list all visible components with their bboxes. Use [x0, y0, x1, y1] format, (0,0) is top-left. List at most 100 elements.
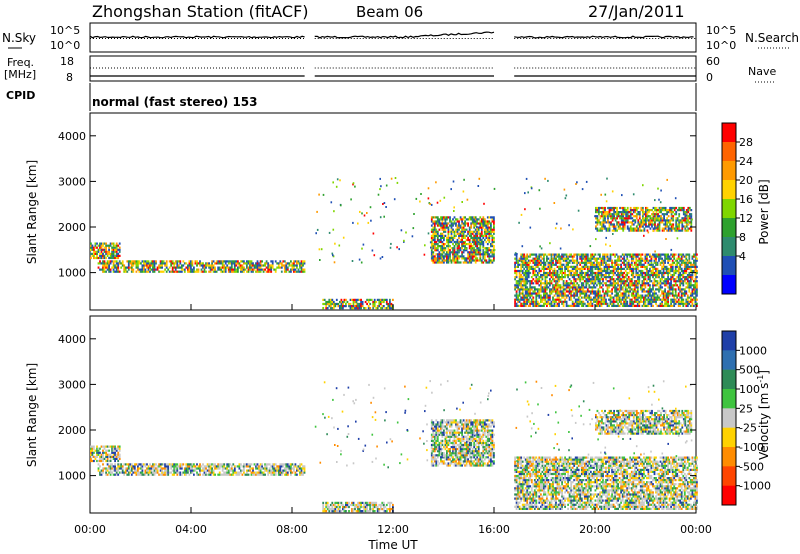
echo-cell: [609, 300, 612, 303]
echo-cell: [686, 267, 689, 270]
echo-cell: [627, 286, 630, 289]
echo-cell: [611, 284, 613, 287]
echo-cell-sparse: [316, 210, 318, 213]
echo-cell: [438, 257, 441, 260]
echo-cell: [653, 261, 656, 264]
echo-cell: [176, 471, 179, 474]
echo-cell: [635, 298, 638, 301]
echo-cell: [464, 249, 466, 252]
echo-cell: [514, 304, 516, 307]
echo-cell: [559, 259, 562, 262]
echo-cell: [615, 274, 618, 277]
echo-cell: [354, 298, 356, 301]
echo-cell: [552, 259, 554, 262]
echo-cell: [120, 262, 123, 265]
echo-cell-sparse: [605, 236, 607, 239]
echo-cell: [526, 267, 529, 270]
echo-cell: [619, 206, 621, 210]
echo-cell: [665, 280, 668, 283]
echo-cell: [202, 264, 204, 267]
echo-cell: [115, 256, 118, 260]
echo-cell: [631, 229, 634, 232]
echo-cell: [614, 219, 617, 222]
echo-cell: [137, 471, 139, 474]
echo-cell: [579, 269, 582, 273]
echo-cell: [643, 280, 645, 283]
echo-cell: [645, 219, 647, 222]
echo-cell: [553, 255, 556, 258]
echo-cell: [155, 471, 157, 474]
echo-cell: [482, 240, 485, 244]
echo-cell: [540, 274, 542, 277]
echo-cell: [577, 276, 580, 279]
echo-cell: [135, 266, 138, 269]
echo-cell: [638, 282, 641, 285]
echo-cell: [117, 264, 120, 267]
echo-cell: [253, 268, 256, 271]
echo-cell: [627, 267, 630, 270]
echo-cell: [165, 473, 168, 476]
echo-cell: [656, 284, 659, 287]
echo-cell: [515, 269, 518, 273]
echo-cell: [473, 230, 476, 233]
echo-cell: [556, 296, 559, 299]
echo-cell: [117, 256, 120, 260]
echo-cell: [174, 467, 177, 470]
echo-cell: [452, 236, 454, 239]
echo-cell: [237, 266, 239, 269]
echo-cell: [669, 221, 671, 224]
echo-cell: [665, 296, 668, 299]
echo-cell: [247, 268, 250, 271]
echo-cell: [664, 302, 666, 305]
echo-cell: [691, 257, 694, 260]
echo-cell: [571, 255, 574, 258]
echo-cell: [547, 263, 550, 266]
echo-cell: [616, 229, 618, 232]
echo-cell: [646, 255, 648, 258]
echo-cell: [535, 253, 538, 256]
echo-cell: [686, 282, 689, 285]
echo-cell: [115, 467, 118, 470]
echo-cell: [259, 266, 262, 269]
echo-cell: [570, 265, 573, 268]
echo-cell: [673, 274, 676, 277]
echo-cell: [170, 264, 173, 267]
echo-cell: [162, 260, 165, 263]
echo-cell: [436, 222, 439, 225]
echo-cell: [491, 240, 494, 244]
echo-cell: [168, 463, 171, 466]
echo-cell: [691, 290, 694, 293]
echo-cell: [668, 290, 671, 293]
echo-cell: [527, 271, 530, 275]
echo-cell: [685, 267, 688, 270]
echo-cell: [473, 238, 476, 242]
echo-cell: [618, 257, 621, 260]
echo-cell: [612, 274, 615, 277]
echo-cell: [221, 264, 224, 267]
echo-cell: [129, 262, 132, 265]
echo-cell: [255, 266, 257, 269]
echo-cell: [591, 302, 594, 305]
echo-cell: [546, 257, 548, 260]
echo-cell-sparse: [568, 224, 570, 227]
echo-cell: [608, 284, 610, 287]
echo-cell: [564, 257, 566, 260]
echo-cell: [639, 288, 642, 291]
echo-cell: [127, 266, 130, 269]
echo-cell: [477, 236, 480, 239]
echo-cell: [576, 304, 579, 307]
echo-cell: [556, 253, 559, 256]
echo-cell: [577, 261, 580, 264]
echo-cell: [624, 286, 627, 289]
echo-cell: [164, 262, 166, 265]
echo-cell: [468, 218, 471, 221]
echo-cell: [211, 262, 213, 265]
echo-cell: [193, 473, 195, 476]
echo-cell: [246, 262, 248, 265]
echo-cell: [361, 300, 364, 304]
echo-cell: [611, 259, 613, 262]
echo-cell: [654, 227, 656, 230]
echo-cell: [677, 298, 680, 301]
echo-cell: [679, 286, 682, 289]
echo-cell: [605, 255, 607, 258]
